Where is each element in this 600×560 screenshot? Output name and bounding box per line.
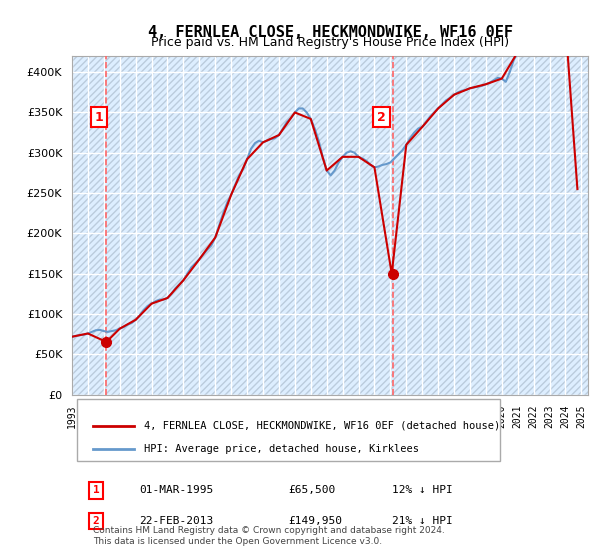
Text: £65,500: £65,500: [289, 486, 336, 495]
Text: 2: 2: [92, 516, 100, 526]
Text: 2: 2: [377, 110, 386, 124]
Text: Price paid vs. HM Land Registry's House Price Index (HPI): Price paid vs. HM Land Registry's House …: [151, 36, 509, 49]
Text: 22-FEB-2013: 22-FEB-2013: [139, 516, 214, 526]
Text: 4, FERNLEA CLOSE, HECKMONDWIKE, WF16 0EF: 4, FERNLEA CLOSE, HECKMONDWIKE, WF16 0EF: [148, 25, 512, 40]
Text: 21% ↓ HPI: 21% ↓ HPI: [392, 516, 452, 526]
Text: 1: 1: [92, 486, 100, 495]
Text: 01-MAR-1995: 01-MAR-1995: [139, 486, 214, 495]
Text: Contains HM Land Registry data © Crown copyright and database right 2024.
This d: Contains HM Land Registry data © Crown c…: [92, 526, 445, 545]
Text: £149,950: £149,950: [289, 516, 343, 526]
Text: 12% ↓ HPI: 12% ↓ HPI: [392, 486, 452, 495]
Text: 4, FERNLEA CLOSE, HECKMONDWIKE, WF16 0EF (detached house): 4, FERNLEA CLOSE, HECKMONDWIKE, WF16 0EF…: [144, 421, 500, 431]
Text: HPI: Average price, detached house, Kirklees: HPI: Average price, detached house, Kirk…: [144, 444, 419, 454]
FancyBboxPatch shape: [77, 399, 500, 461]
Text: 1: 1: [94, 110, 103, 124]
